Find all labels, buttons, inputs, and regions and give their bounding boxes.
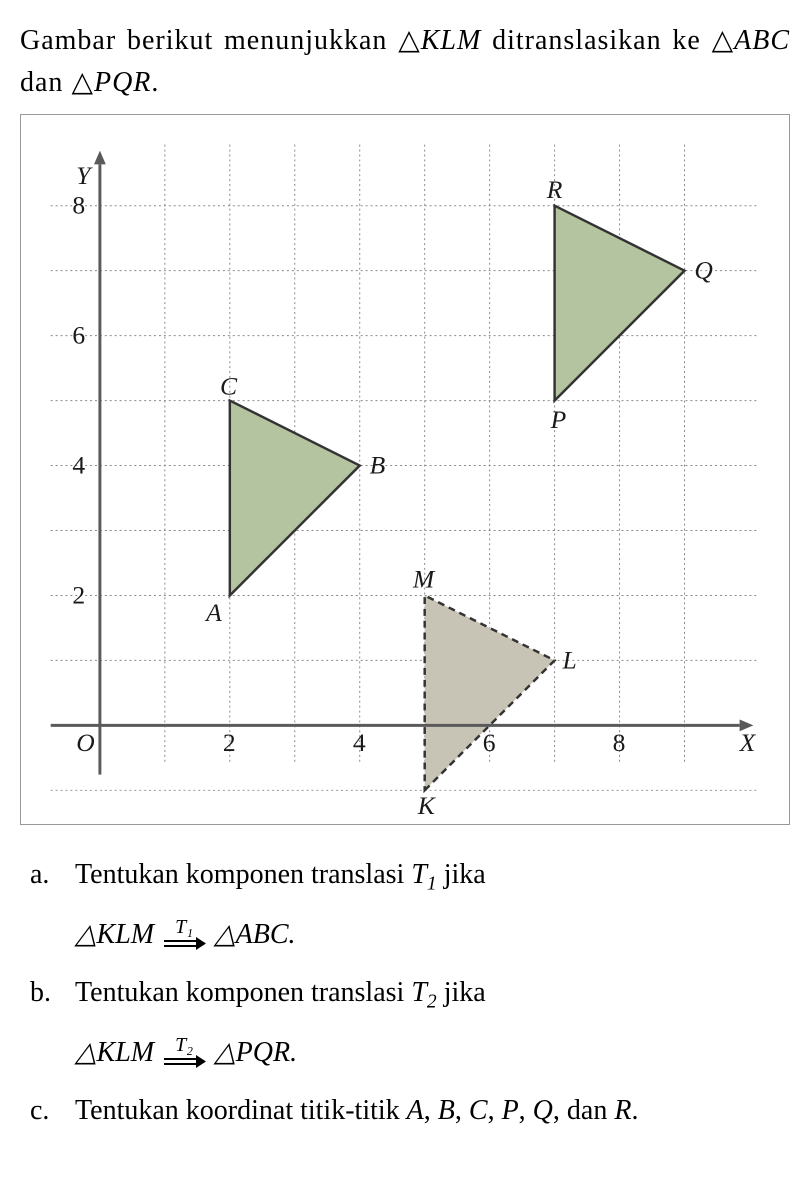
- arrow-a-label: T₁: [175, 919, 193, 935]
- x-tick-8: 8: [613, 728, 626, 757]
- question-c-text: Tentukan koordinat titik-titik A, B, C, …: [75, 1086, 790, 1136]
- question-a: a. Tentukan komponen translasi T1 jika △…: [20, 850, 790, 960]
- y-axis-label: Y: [76, 161, 93, 190]
- origin-label: O: [76, 728, 94, 757]
- label-l: L: [561, 645, 576, 674]
- double-arrow-icon: [162, 935, 206, 951]
- y-tick-2: 2: [72, 580, 85, 609]
- y-tick-8: 8: [72, 191, 85, 220]
- question-a-prefix: Tentukan komponen translasi: [75, 859, 404, 890]
- arrow-b-label: T₂: [175, 1037, 193, 1053]
- question-b-suffix: jika: [444, 977, 486, 1008]
- label-b: B: [370, 450, 386, 479]
- expr-a-to: △ABC.: [214, 910, 295, 960]
- question-a-var: T1: [411, 859, 436, 890]
- question-a-text: Tentukan komponen translasi T1 jika △KLM…: [75, 850, 790, 960]
- question-b-var: T2: [411, 977, 436, 1008]
- expr-b-to: △PQR.: [214, 1028, 297, 1078]
- arrow-a: T₁: [162, 919, 206, 951]
- question-c-label: c.: [20, 1086, 75, 1136]
- coordinate-chart: O 2 4 6 8 2 4 6 8 X Y K L M A B C P: [20, 114, 790, 825]
- intro-text: Gambar berikut menunjukkan △KLM ditransl…: [20, 20, 790, 104]
- question-c: c. Tentukan koordinat titik-titik A, B, …: [20, 1086, 790, 1136]
- question-b-text: Tentukan komponen translasi T2 jika △KLM…: [75, 968, 790, 1078]
- x-tick-6: 6: [483, 728, 496, 757]
- question-b-prefix: Tentukan komponen translasi: [75, 977, 404, 1008]
- y-tick-4: 4: [72, 450, 85, 479]
- question-b: b. Tentukan komponen translasi T2 jika △…: [20, 968, 790, 1078]
- question-b-expression: △KLM T₂ △PQR.: [75, 1028, 790, 1078]
- arrow-b: T₂: [162, 1037, 206, 1069]
- question-a-label: a.: [20, 850, 75, 960]
- label-r: R: [546, 175, 563, 204]
- y-tick-6: 6: [72, 320, 85, 349]
- expr-a-from: △KLM: [75, 910, 154, 960]
- x-axis-label: X: [739, 728, 757, 757]
- chart-svg: O 2 4 6 8 2 4 6 8 X Y K L M A B C P: [31, 125, 779, 814]
- label-q: Q: [694, 256, 712, 285]
- question-b-label: b.: [20, 968, 75, 1078]
- questions-list: a. Tentukan komponen translasi T1 jika △…: [20, 850, 790, 1137]
- label-m: M: [412, 565, 436, 594]
- x-tick-4: 4: [353, 728, 366, 757]
- expr-b-from: △KLM: [75, 1028, 154, 1078]
- label-c: C: [220, 372, 238, 401]
- label-p: P: [550, 405, 567, 434]
- triangle-abc: [230, 401, 360, 596]
- x-tick-2: 2: [223, 728, 236, 757]
- question-a-suffix: jika: [444, 859, 486, 890]
- label-k: K: [417, 791, 437, 814]
- question-a-expression: △KLM T₁ △ABC.: [75, 910, 790, 960]
- label-a: A: [204, 598, 222, 627]
- double-arrow-icon: [162, 1053, 206, 1069]
